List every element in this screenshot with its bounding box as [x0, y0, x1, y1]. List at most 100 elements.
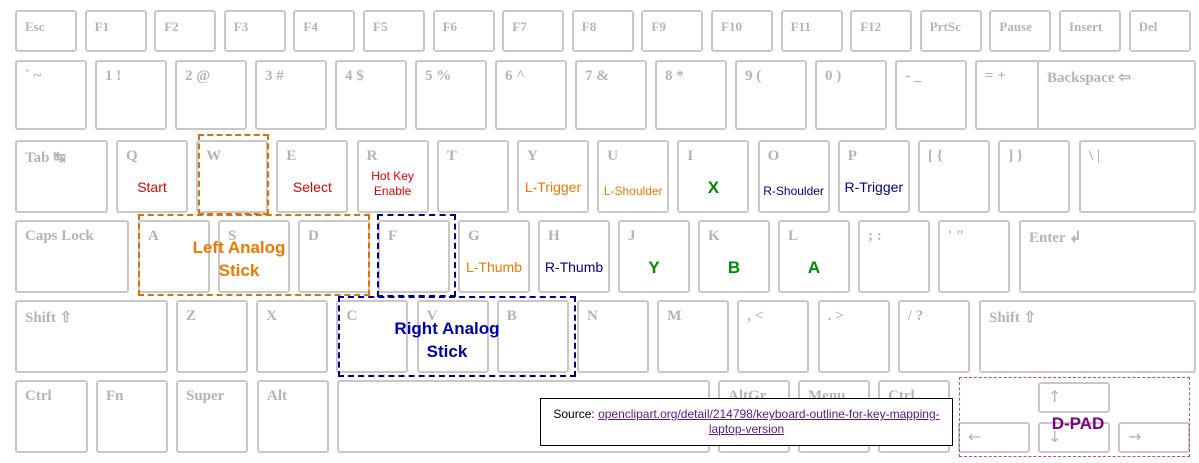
key: Esc [15, 10, 77, 52]
key: O R-Shoulder [757, 140, 830, 213]
key: 7 & [575, 60, 647, 130]
key-label: 9 ( [745, 68, 762, 84]
key: V [416, 300, 489, 373]
right-stick-label: Right Analog Stick [394, 319, 500, 361]
dpad-outline [959, 377, 1190, 457]
key-mapping: Select [292, 179, 332, 195]
key-label: F [388, 228, 398, 244]
key-label: 5 % [425, 68, 452, 84]
key-label: F10 [721, 19, 742, 34]
key: Tab ↹ [15, 140, 108, 213]
key-label: P [847, 148, 857, 164]
key-label: ' " [948, 228, 965, 244]
key: 6 ^ [495, 60, 567, 130]
key-label: B [506, 308, 517, 324]
key: F12 [850, 10, 913, 52]
key: F11 [780, 10, 843, 52]
key: Super [176, 380, 248, 453]
key-label: Alt [267, 388, 287, 404]
key-label: 3 # [265, 68, 284, 84]
key-label: / ? [907, 308, 924, 324]
key-label: PrtSc [929, 19, 961, 34]
key: Backspace ⇦ [1037, 60, 1196, 130]
key: B [496, 300, 569, 373]
key: F4 [293, 10, 356, 52]
key: C [336, 300, 409, 373]
arrow-key: ↑ [1038, 382, 1110, 413]
arrow-label: → [1128, 427, 1142, 446]
key-label: \ | [1089, 148, 1101, 164]
key: Alt [257, 380, 329, 453]
key: ; : [858, 220, 930, 293]
key-label: - _ [905, 68, 922, 84]
key-mapping: Hot Key Enable [371, 169, 414, 198]
key-label: I [687, 148, 694, 164]
key-label: F12 [860, 19, 882, 34]
key-label: Backspace ⇦ [1047, 70, 1131, 86]
key: - _ [895, 60, 967, 130]
left-stick-label: Left Analog Stick [192, 238, 286, 280]
key-label: ; : [868, 228, 882, 244]
key-label: G [468, 228, 480, 244]
key-label: Insert [1069, 19, 1103, 34]
key: F1 [84, 10, 147, 52]
key: F5 [363, 10, 425, 52]
key-label: F2 [164, 19, 179, 34]
key: Z [176, 300, 248, 373]
key: / ? [897, 300, 970, 373]
key: 5 % [415, 60, 487, 130]
key-label: O [767, 148, 780, 164]
arrow-label: ↑ [1048, 387, 1062, 406]
key-label: Q [126, 148, 138, 164]
key-label: 8 * [665, 68, 684, 84]
arrow-label: ← [968, 427, 982, 446]
key-label: Y [527, 148, 538, 164]
arrow-key: → [1118, 422, 1190, 453]
key: PrtSc [919, 10, 982, 52]
key-label: Fn [106, 388, 124, 404]
key-label: ` ~ [25, 68, 42, 84]
key-label: M [667, 308, 682, 324]
key-label: Super [186, 388, 225, 404]
key-label: 2 @ [185, 68, 211, 84]
key-label: X [266, 308, 278, 324]
left-stick-outline [138, 214, 370, 296]
key-mapping: L-Trigger [524, 179, 582, 195]
arrow-label: ↓ [1048, 427, 1062, 446]
key: Insert [1059, 10, 1121, 52]
key-label: [ { [928, 148, 943, 164]
key-label: S [228, 228, 237, 244]
key: N [577, 300, 649, 373]
key-label: N [587, 308, 598, 324]
key: Shift ⇧ [15, 300, 168, 373]
key-mapping: Start [137, 179, 167, 195]
key-label: V [426, 308, 438, 324]
key: \ | [1079, 140, 1196, 213]
key: A [138, 220, 210, 293]
key-mapping: Y [648, 258, 660, 277]
source-label: Source: [553, 407, 595, 421]
key: F9 [641, 10, 704, 52]
key-label: Shift ⇧ [989, 310, 1037, 326]
key-label: U [607, 148, 619, 164]
key: Ctrl [15, 380, 88, 453]
key-label: 0 ) [825, 68, 842, 84]
key: 0 ) [815, 60, 887, 130]
key: P R-Trigger [837, 140, 910, 213]
key: F3 [223, 10, 286, 52]
key-label: F7 [512, 19, 527, 34]
key: E Select [276, 140, 349, 213]
source-link[interactable]: openclipart.org/detail/214798/keyboard-o… [598, 407, 940, 436]
left-stick-outline [198, 134, 269, 215]
key-label: F6 [442, 19, 458, 34]
key-label: ] } [1008, 148, 1023, 164]
key-label: K [708, 228, 720, 244]
right-stick-outline [377, 214, 456, 297]
key-mapping: L-Thumb [465, 259, 523, 275]
key: 1 ! [95, 60, 167, 130]
source-note: Source: openclipart.org/detail/214798/ke… [540, 398, 953, 446]
